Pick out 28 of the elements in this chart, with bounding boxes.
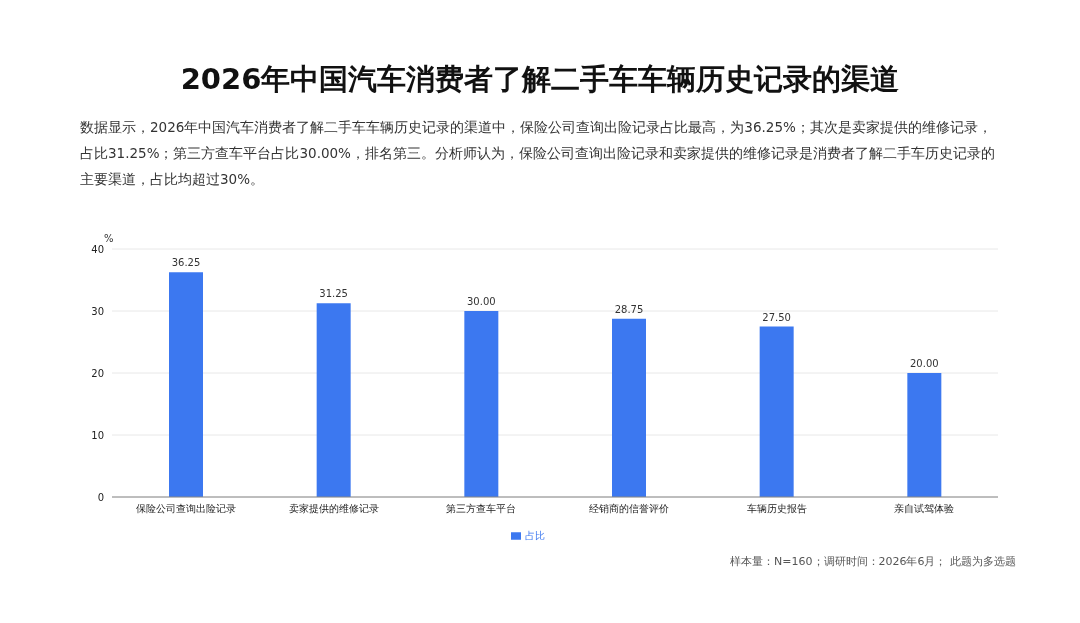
text: 27.50 [762, 311, 791, 323]
y-tick-label: 10 [91, 429, 104, 441]
legend-label: 占比 [525, 530, 545, 541]
x-tick-label: 保险公司查询出险记录 [135, 503, 236, 515]
bar [464, 311, 499, 497]
text: 36.25 [171, 257, 201, 269]
y-tick-label: 0 [97, 491, 104, 503]
bar [907, 373, 942, 497]
x-tick-label: 经销商的信誉评价 [588, 503, 669, 515]
bar [759, 326, 794, 497]
chart-subtitle: 数据显示，2026年中国汽车消费者了解二手车车辆历史记录的渠道中，保险公司查询出险记录占比最高，为36.25%；其次是卖家提供的维修记录，占比31.25%；第三方查车平台占比30.00%，排名第三。分析师认为，保险公司查询出险记录和卖家提供的维修记录是消费者了解二手车历史记录的主要渠道，占比均超过30%。 [80, 118, 996, 189]
x-tick-label: 亲自试驾体验 [894, 503, 955, 515]
x-tick-label: 卖家提供的维修记录 [288, 503, 379, 515]
y-axis-title: % [104, 233, 114, 244]
text: 31.25 [319, 288, 348, 300]
x-tick-label: 车辆历史报告 [746, 503, 807, 515]
text: 28.75 [614, 303, 644, 315]
text: 20.00 [910, 358, 939, 369]
bar [316, 303, 351, 497]
text: 样本量：N=160；调研时间：2026年6月； 此题为多选题 [730, 554, 1016, 569]
y-tick-label: 20 [91, 367, 104, 379]
x-tick-label: 第三方查车平台 [446, 503, 517, 515]
chart-title: 2026年中国汽车消费者了解二手车车辆历史记录的渠道 [179, 61, 901, 98]
y-tick-label: 30 [91, 305, 104, 317]
y-tick-label: 40 [91, 243, 104, 255]
bar [169, 272, 203, 497]
text: 30.00 [467, 296, 496, 307]
bar [612, 318, 646, 497]
